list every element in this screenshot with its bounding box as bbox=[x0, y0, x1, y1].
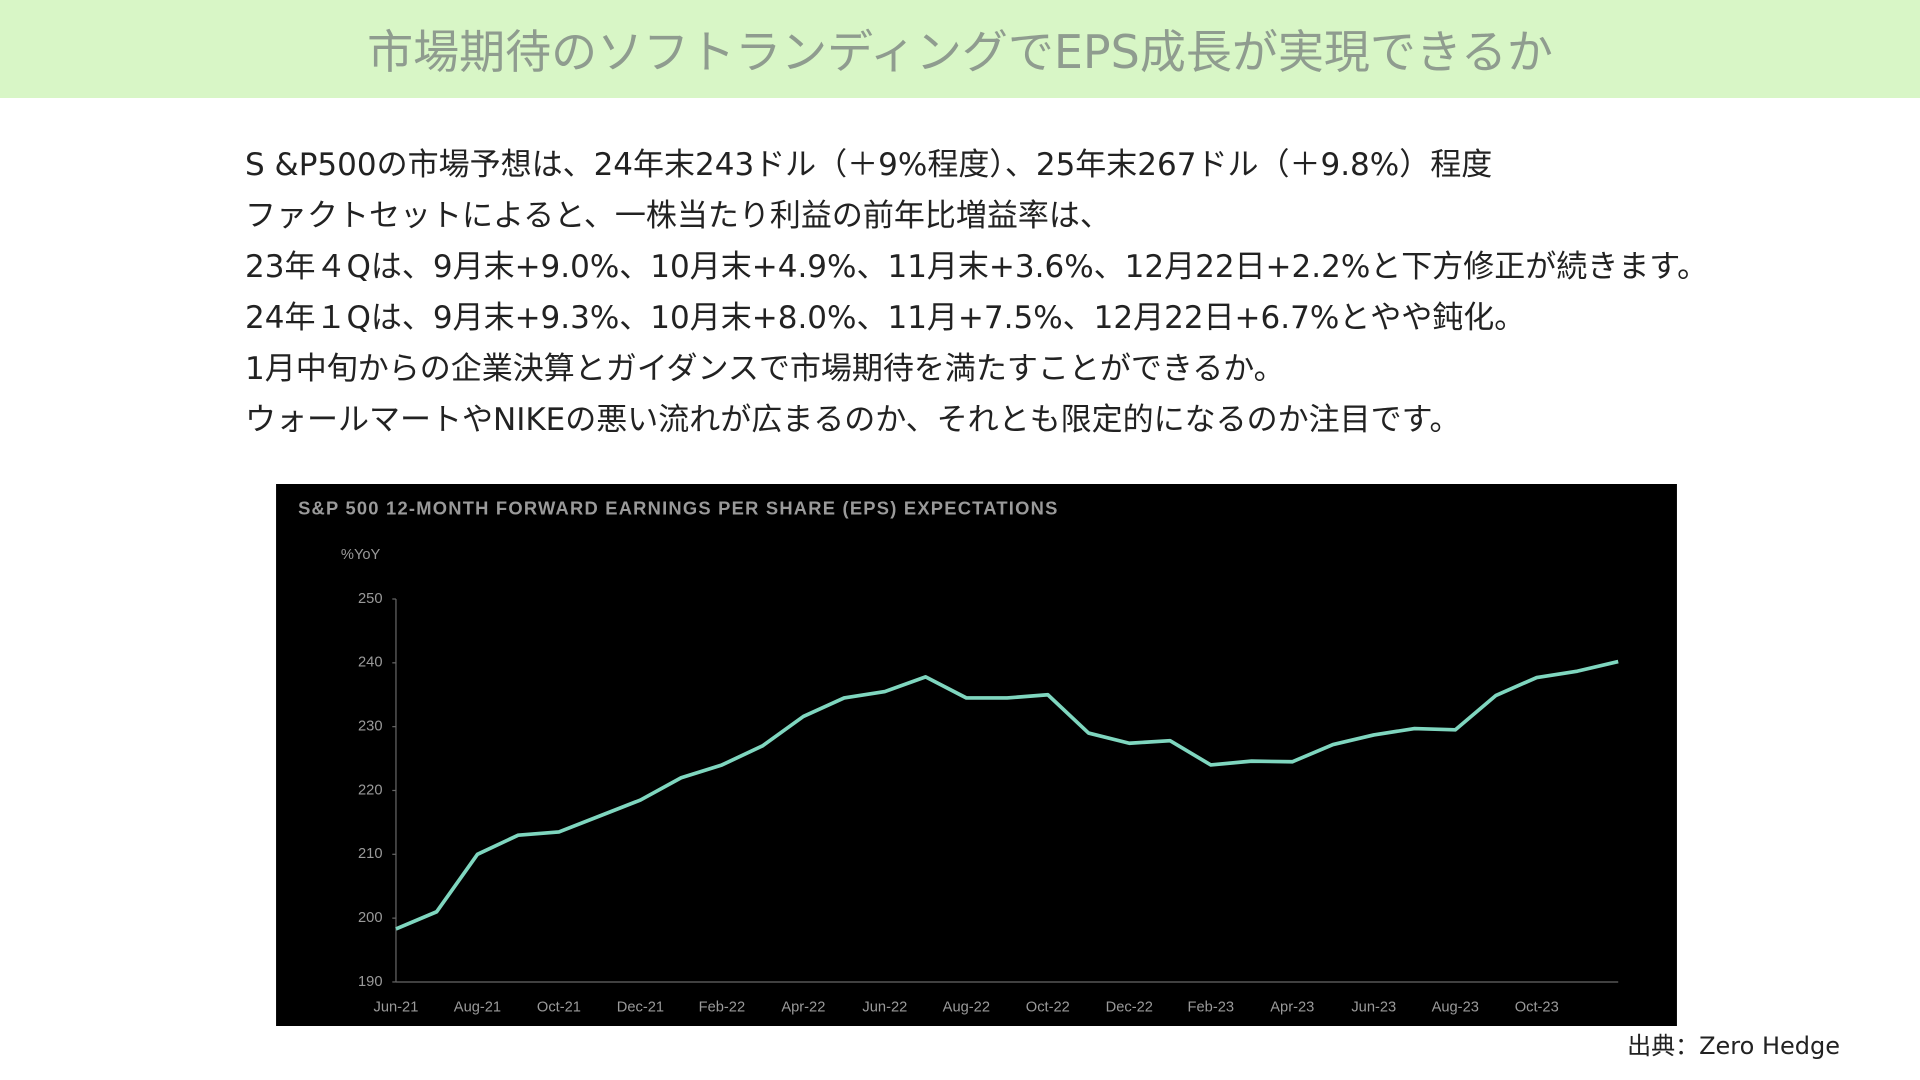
paragraph: ファクトセットによると、一株当たり利益の前年比増益率は、 bbox=[245, 198, 1111, 234]
y-tick-label: 210 bbox=[358, 846, 382, 862]
x-tick-label: Oct-21 bbox=[537, 1000, 581, 1016]
paragraph: S &P500の市場予想は、24年末243ドル（＋9%程度）、25年末267ドル… bbox=[245, 147, 1493, 183]
y-tick-label: 220 bbox=[358, 782, 382, 798]
x-tick-label: Apr-22 bbox=[781, 1000, 825, 1016]
paragraph: 23年４Qは、9月末+9.0%、10月末+4.9%、11月末+3.6%、12月2… bbox=[245, 249, 1709, 285]
chart-background bbox=[276, 484, 1677, 1026]
x-tick-label: Oct-23 bbox=[1515, 1000, 1559, 1016]
y-tick-label: 200 bbox=[358, 910, 382, 926]
paragraph: 1月中旬からの企業決算とガイダンスで市場期待を満たすことができるか。 bbox=[245, 351, 1285, 387]
x-tick-label: Oct-22 bbox=[1026, 1000, 1070, 1016]
x-tick-label: Feb-23 bbox=[1188, 1000, 1235, 1016]
header: 市場期待のソフトランディングでEPS成長が実現できるか bbox=[0, 0, 1920, 98]
x-tick-label: Dec-21 bbox=[617, 1000, 664, 1016]
x-tick-label: Feb-22 bbox=[699, 1000, 746, 1016]
y-axis-label: %YoY bbox=[341, 547, 381, 563]
x-tick-label: Apr-23 bbox=[1270, 1000, 1314, 1016]
x-tick-label: Aug-22 bbox=[943, 1000, 990, 1016]
y-tick-label: 250 bbox=[358, 591, 382, 607]
chart: S&P 500 12-MONTH FORWARD EARNINGS PER SH… bbox=[276, 484, 1677, 1026]
body-text: S &P500の市場予想は、24年末243ドル（＋9%程度）、25年末267ドル… bbox=[245, 140, 1708, 446]
x-tick-label: Jun-23 bbox=[1351, 1000, 1396, 1016]
y-tick-label: 240 bbox=[358, 655, 382, 671]
source: 出典：Zero Hedge bbox=[1627, 1032, 1840, 1060]
paragraph: ウォールマートやNIKEの悪い流れが広まるのか、それとも限定的になるのか注目です… bbox=[245, 402, 1461, 438]
x-tick-label: Aug-21 bbox=[454, 1000, 501, 1016]
x-tick-label: Aug-23 bbox=[1432, 1000, 1479, 1016]
title: 市場期待のソフトランディングでEPS成長が実現できるか bbox=[367, 25, 1553, 79]
y-tick-label: 230 bbox=[358, 719, 382, 735]
x-tick-label: Jun-21 bbox=[374, 1000, 419, 1016]
x-tick-label: Jun-22 bbox=[862, 1000, 907, 1016]
x-tick-label: Dec-22 bbox=[1106, 1000, 1153, 1016]
y-tick-label: 190 bbox=[358, 974, 382, 990]
paragraph: 24年１Qは、9月末+9.3%、10月末+8.0%、11月+7.5%、12月22… bbox=[245, 300, 1526, 336]
data-line bbox=[395, 659, 1619, 931]
chart-title: S&P 500 12-MONTH FORWARD EARNINGS PER SH… bbox=[298, 498, 1058, 519]
